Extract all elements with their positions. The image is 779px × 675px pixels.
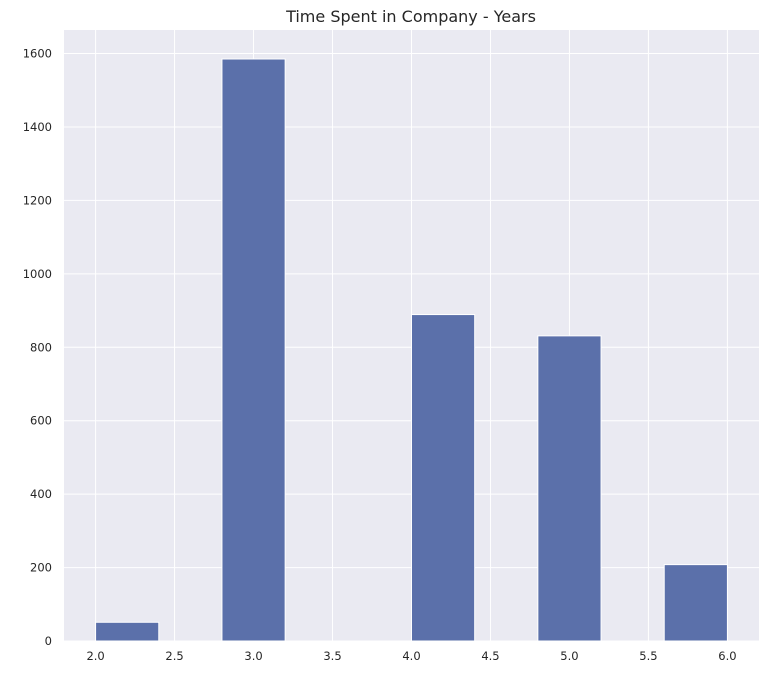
x-tick-label: 2.0 — [86, 649, 104, 663]
x-tick-label: 4.0 — [402, 649, 420, 663]
y-axis-tick-labels: 0 200 400 600 800 1000 1200 1400 1600 — [23, 47, 52, 649]
x-tick-label: 5.0 — [560, 649, 578, 663]
y-tick-label: 1000 — [23, 267, 52, 281]
y-tick-label: 1400 — [23, 120, 52, 134]
x-tick-label: 4.5 — [481, 649, 499, 663]
histogram-bar — [537, 335, 602, 642]
y-tick-label: 0 — [45, 634, 52, 648]
y-tick-label: 200 — [30, 561, 52, 575]
histogram-bar — [221, 58, 286, 642]
y-tick-label: 400 — [30, 487, 52, 501]
x-tick-label: 5.5 — [639, 649, 657, 663]
x-tick-label: 2.5 — [165, 649, 183, 663]
x-axis-tick-labels: 2.0 2.5 3.0 3.5 4.0 4.5 5.0 5.5 6.0 — [86, 649, 736, 663]
y-tick-label: 600 — [30, 414, 52, 428]
x-tick-label: 6.0 — [718, 649, 736, 663]
y-tick-label: 800 — [30, 340, 52, 354]
x-tick-label: 3.0 — [244, 649, 262, 663]
y-tick-label: 1200 — [23, 193, 52, 207]
chart-title: Time Spent in Company - Years — [285, 7, 536, 26]
y-tick-label: 1600 — [23, 47, 52, 61]
histogram-bar — [663, 564, 728, 642]
x-tick-label: 3.5 — [323, 649, 341, 663]
histogram-bar — [95, 621, 160, 642]
bars — [95, 58, 728, 642]
histogram-bar — [411, 314, 476, 642]
